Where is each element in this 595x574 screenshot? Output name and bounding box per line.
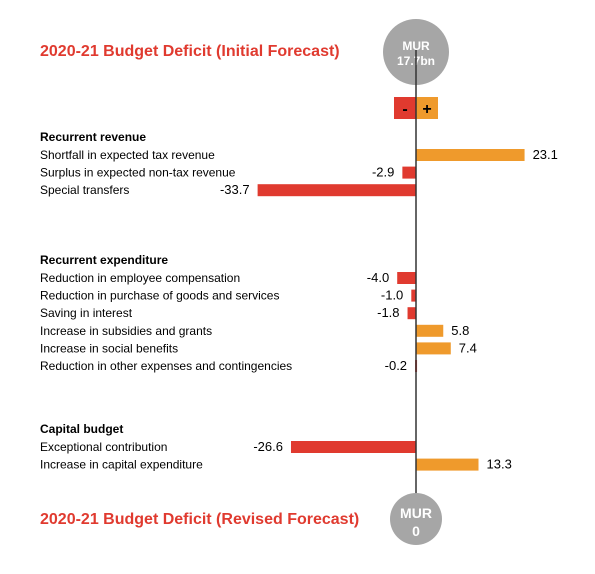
data-label: 13.3 — [487, 457, 512, 472]
category-label: Exceptional contribution — [40, 440, 167, 454]
bar-negative — [290, 441, 416, 453]
revised-deficit-value: 0 — [412, 523, 420, 539]
revised-deficit-bubble: MUR 0 — [390, 493, 442, 545]
bar-positive — [416, 324, 444, 337]
category-label: Surplus in expected non-tax revenue — [40, 166, 236, 180]
data-label: 23.1 — [533, 147, 558, 162]
initial-deficit-currency: MUR — [402, 39, 430, 53]
category-label: Saving in interest — [40, 306, 133, 320]
data-label: -26.6 — [253, 439, 283, 454]
legend-negative-label: - — [402, 101, 407, 118]
category-label: Increase in capital expenditure — [40, 458, 203, 472]
category-label: Reduction in purchase of goods and servi… — [40, 289, 279, 303]
section-label: Recurrent expenditure — [40, 253, 168, 267]
data-label: -2.9 — [372, 165, 394, 180]
data-label: 5.8 — [451, 323, 469, 338]
category-label: Increase in social benefits — [40, 341, 178, 355]
category-label: Increase in subsidies and grants — [40, 324, 212, 338]
data-label: -1.0 — [381, 288, 403, 303]
sign-legend: - + — [394, 97, 438, 119]
legend-positive-label: + — [422, 101, 431, 118]
bar-positive — [416, 342, 451, 355]
bar-negative — [257, 184, 416, 197]
bar-negative — [402, 166, 416, 179]
legend-negative-swatch — [394, 97, 416, 119]
data-label: -1.8 — [377, 305, 399, 320]
data-label: -0.2 — [385, 358, 407, 373]
bar-rows: Recurrent revenue Shortfall in expected t… — [40, 130, 558, 472]
data-label: -4.0 — [367, 270, 389, 285]
revised-deficit-currency: MUR — [400, 505, 432, 521]
data-label: 7.4 — [459, 340, 477, 355]
data-label: -33.7 — [220, 182, 250, 197]
bar-positive — [416, 149, 525, 161]
legend-positive-swatch — [416, 97, 438, 119]
bar-negative — [411, 289, 416, 302]
bar-positive — [416, 458, 479, 471]
category-label: Special transfers — [40, 183, 129, 197]
chart-title: 2020-21 Budget Deficit (Initial Forecast… — [40, 43, 340, 60]
category-label: Reduction in other expenses and continge… — [40, 359, 292, 373]
bar-negative — [397, 272, 416, 284]
section-label: Recurrent revenue — [40, 130, 146, 144]
section-label: Capital budget — [40, 422, 123, 436]
footer-title: 2020-21 Budget Deficit (Revised Forecast… — [40, 511, 359, 528]
bar-negative — [407, 307, 416, 320]
category-label: Shortfall in expected tax revenue — [40, 148, 215, 162]
category-label: Reduction in employee compensation — [40, 271, 240, 285]
